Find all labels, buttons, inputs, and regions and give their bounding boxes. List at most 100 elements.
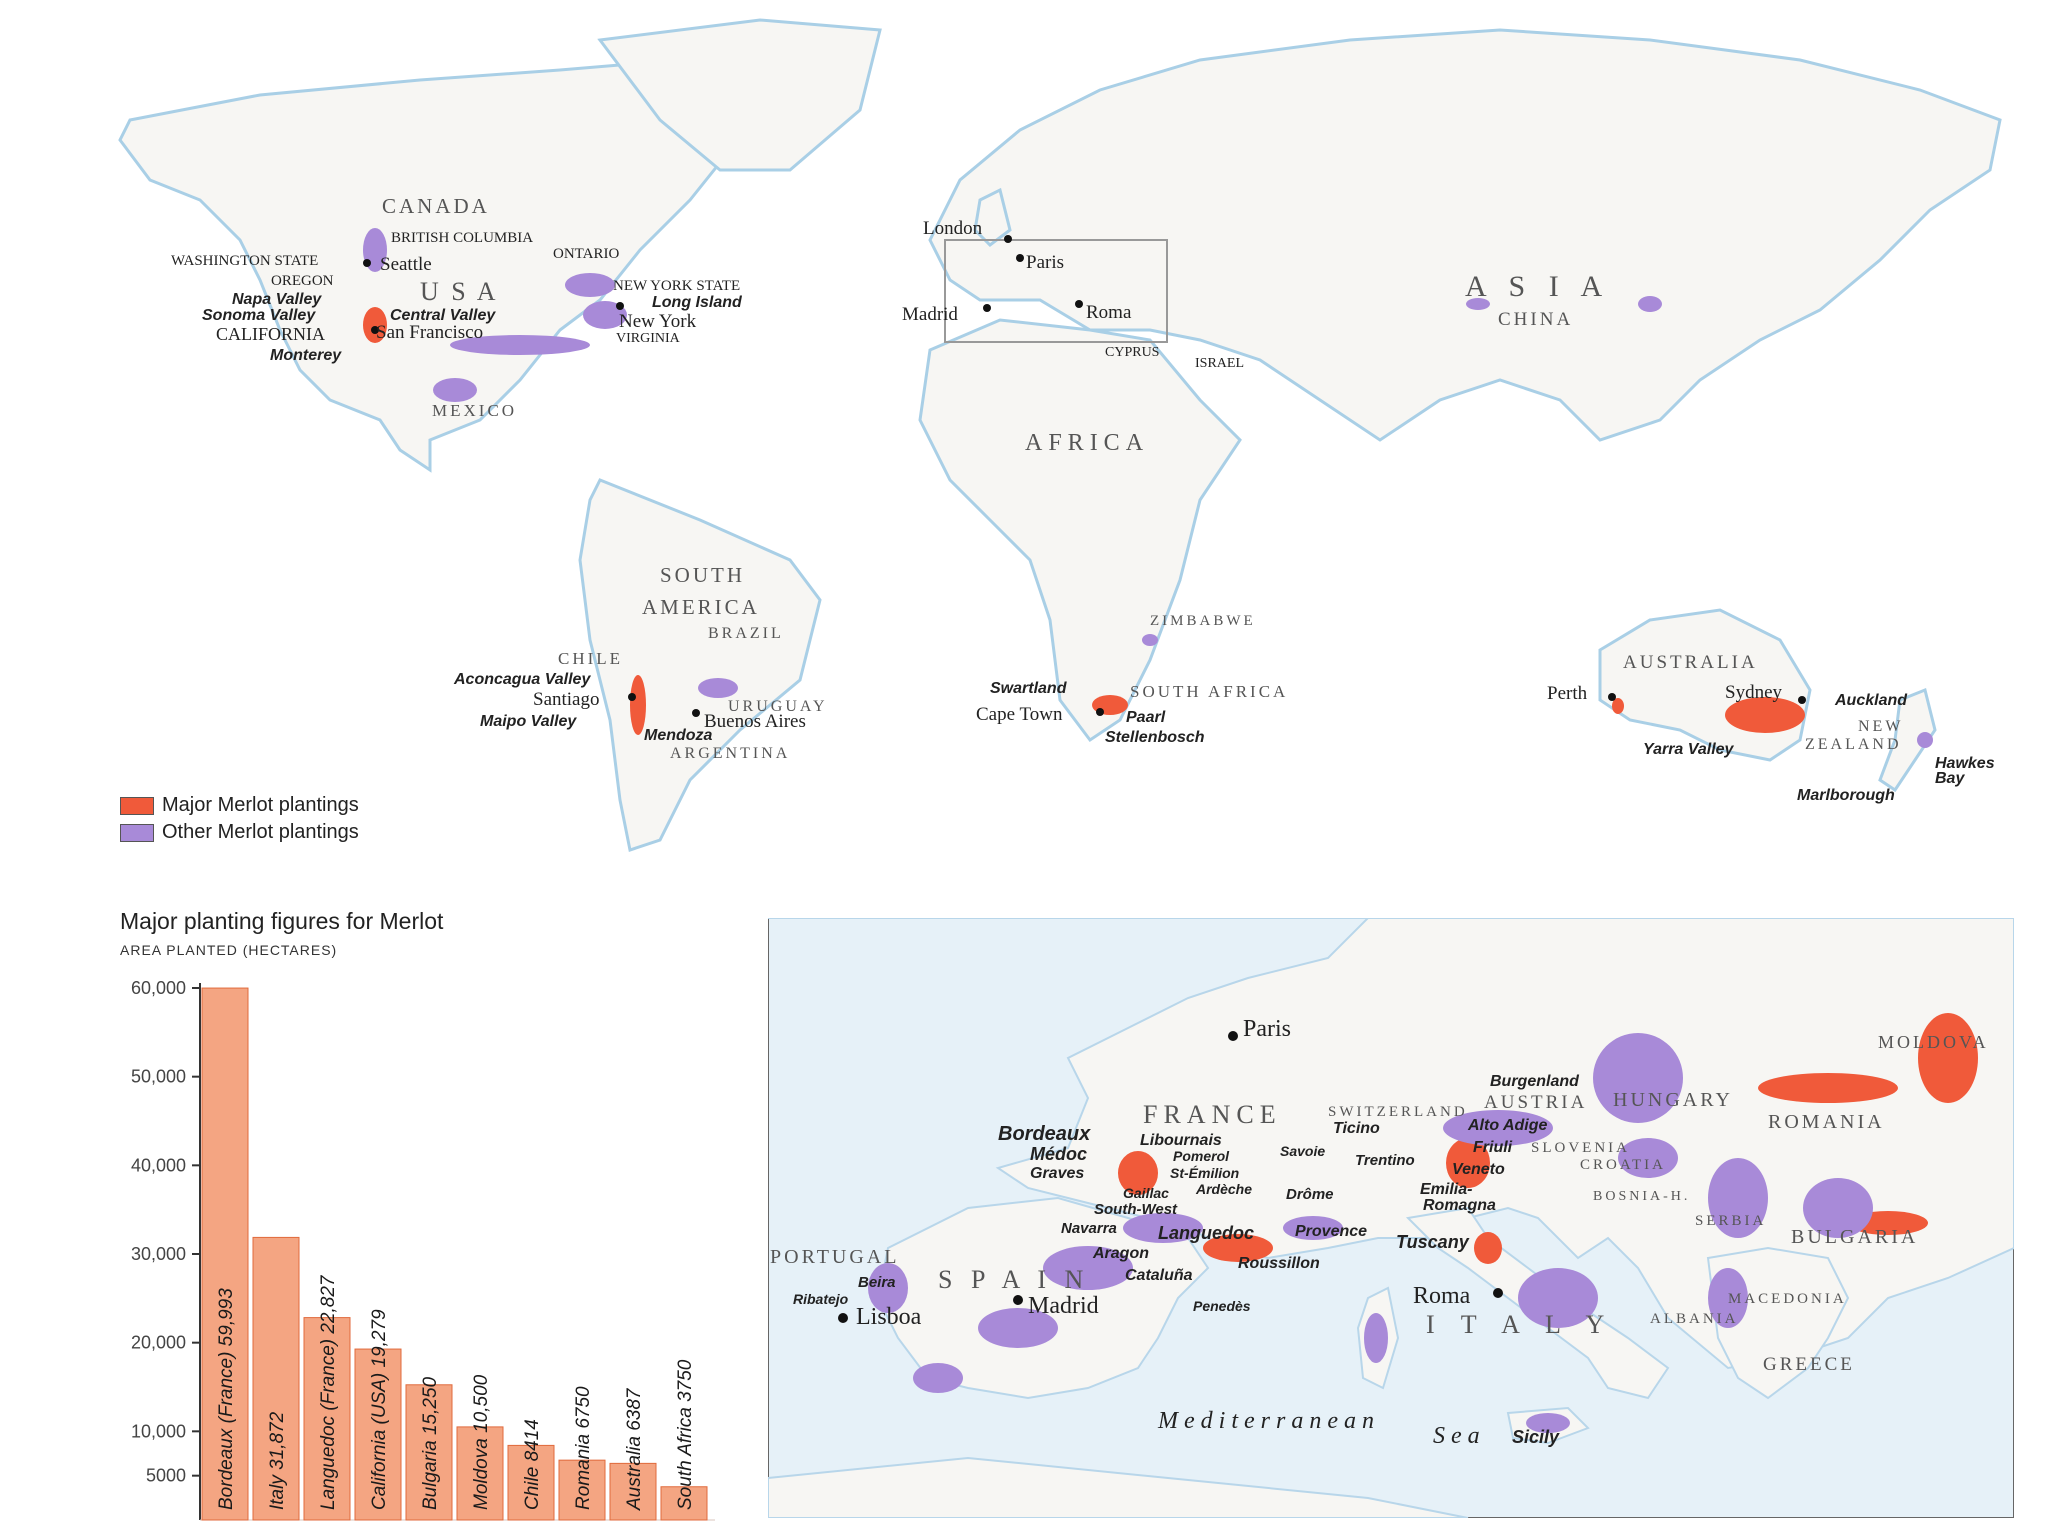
label-santiago: Santiago	[533, 689, 600, 710]
label-chile: CHILE	[558, 649, 623, 668]
other-planting-spain-1	[978, 1308, 1058, 1348]
legend-major: Major Merlot plantings	[120, 794, 359, 817]
dot-sydney	[1798, 696, 1806, 704]
other-planting-ontario	[565, 273, 615, 297]
eu-label-romania: ROMANIA	[1768, 1111, 1885, 1133]
dot-roma	[1075, 300, 1083, 308]
bar-label: Chile 8414	[522, 1419, 543, 1510]
label-stellenbosch: Stellenbosch	[1105, 729, 1205, 746]
other-planting-serbia	[1708, 1158, 1768, 1238]
chart-title: Major planting figures for Merlot	[120, 908, 444, 934]
other-planting-bulgaria	[1803, 1178, 1873, 1238]
legend-other: Other Merlot plantings	[120, 821, 359, 844]
major-planting-tuscany	[1474, 1232, 1502, 1264]
dot-new-york	[616, 302, 624, 310]
other-planting-spain-2	[1043, 1246, 1133, 1290]
dot-san-francisco	[371, 326, 379, 334]
label-virginia: VIRGINIA	[616, 331, 681, 346]
label-san-francisco: San Francisco	[376, 322, 483, 343]
bar-label: Australia 6387	[624, 1387, 645, 1511]
label-madrid: Madrid	[902, 304, 958, 325]
other-planting-china-1	[1466, 298, 1490, 310]
south-america-land	[578, 478, 822, 852]
label-aconcagua-valley: Aconcagua Valley	[453, 671, 591, 688]
eu-label-ribatejo: Ribatejo	[793, 1291, 849, 1307]
label-canada: CANADA	[382, 194, 490, 218]
greenland-land	[597, 18, 882, 172]
dot-eu-lisboa	[838, 1313, 848, 1323]
label-roma: Roma	[1086, 302, 1132, 323]
bar-label: California (USA) 19,279	[369, 1309, 390, 1510]
label-argentina: ARGENTINA	[670, 745, 790, 762]
legend-major-label: Major Merlot plantings	[162, 794, 359, 816]
eu-label-friuli: Friuli	[1473, 1139, 1513, 1156]
label-sonoma-valley: Sonoma Valley	[202, 307, 316, 324]
eu-label-beira: Beira	[858, 1274, 896, 1291]
world-land	[118, 18, 2002, 852]
eu-label-slovenia: SLOVENIA	[1531, 1140, 1630, 1156]
major-planting-moldova	[1918, 1013, 1978, 1103]
label-marlborough: Marlborough	[1797, 787, 1895, 804]
eu-label-st-emilion: St-Émilion	[1170, 1165, 1239, 1181]
eu-label-graves: Graves	[1030, 1165, 1084, 1182]
label-africa: AFRICA	[1025, 430, 1149, 456]
bar-chart: 5000 10,000 20,000 30,000 40,000 50,000 60,000…	[131, 978, 715, 1521]
other-planting-china-2	[1638, 296, 1662, 312]
eu-label-serbia: SERBIA	[1695, 1213, 1766, 1229]
eu-label-roma: Roma	[1413, 1283, 1471, 1309]
label-central-valley: Central Valley	[390, 307, 496, 324]
other-planting-hungary	[1593, 1033, 1683, 1123]
eu-label-aragon: Aragon	[1092, 1245, 1149, 1262]
legend-other-label: Other Merlot plantings	[162, 821, 359, 843]
iberia-land	[876, 1196, 1210, 1400]
eu-label-madrid: Madrid	[1028, 1293, 1099, 1319]
y-tick-label: 20,000	[131, 1333, 186, 1353]
eu-label-pomerol: Pomerol	[1173, 1148, 1230, 1164]
major-planting-romania	[1758, 1073, 1898, 1103]
other-planting-mexico	[433, 378, 477, 402]
eu-label-sicily: Sicily	[1512, 1427, 1560, 1447]
label-cape-town: Cape Town	[976, 704, 1063, 725]
eu-label-portugal: PORTUGAL	[770, 1246, 899, 1268]
other-planting-sicily	[1526, 1413, 1570, 1433]
label-paarl: Paarl	[1126, 709, 1166, 726]
dot-seattle	[363, 259, 371, 267]
dot-eu-roma	[1493, 1288, 1503, 1298]
chart-subtitle: AREA PLANTED (HECTARES)	[120, 942, 338, 958]
eu-label-bulgaria: BULGARIA	[1791, 1226, 1918, 1248]
eu-label-burgenland: Burgenland	[1490, 1073, 1580, 1090]
bar-moldova	[456, 1426, 504, 1521]
eu-label-emilia: Emilia-	[1420, 1181, 1472, 1198]
eu-label-ardeche: Ardèche	[1195, 1181, 1252, 1197]
label-new: NEW	[1858, 718, 1903, 735]
major-planting-veneto	[1446, 1138, 1490, 1188]
eu-label-languedoc: Languedoc	[1158, 1223, 1254, 1243]
eu-label-france: FRANCE	[1143, 1100, 1282, 1129]
label-monterey: Monterey	[270, 347, 342, 364]
bar-south-africa	[660, 1486, 708, 1521]
eu-label-ticino: Ticino	[1333, 1120, 1380, 1137]
dot-cape-town	[1096, 708, 1104, 716]
dot-madrid	[983, 304, 991, 312]
bar-label: Bordeaux (France) 59,993	[216, 1288, 237, 1510]
label-new-york: New York	[619, 311, 697, 332]
y-tick-label: 60,000	[131, 978, 186, 998]
eu-label-moldova: MOLDOVA	[1878, 1032, 1989, 1052]
legend-major-swatch	[120, 796, 154, 815]
eu-label-italy: I T A L Y	[1426, 1310, 1614, 1339]
label-mendoza: Mendoza	[644, 727, 713, 744]
eu-label-croatia: CROATIA	[1580, 1157, 1666, 1173]
europe-city-dots	[838, 1031, 1503, 1323]
eu-label-gaillac: Gaillac	[1123, 1185, 1169, 1201]
major-planting-bordeaux	[1118, 1151, 1158, 1195]
major-planting-languedoc	[1203, 1234, 1273, 1262]
bar-romania	[558, 1459, 606, 1521]
label-asia: A S I A	[1465, 270, 1610, 303]
label-bay: Bay	[1935, 770, 1965, 787]
label-seattle: Seattle	[380, 254, 432, 275]
eu-label-veneto: Veneto	[1452, 1161, 1505, 1178]
major-planting-australia	[1725, 697, 1805, 733]
label-zimbabwe: ZIMBABWE	[1150, 613, 1256, 629]
label-uruguay: URUGUAY	[728, 698, 828, 715]
bar-label: Languedoc (France) 22,827	[318, 1274, 339, 1510]
